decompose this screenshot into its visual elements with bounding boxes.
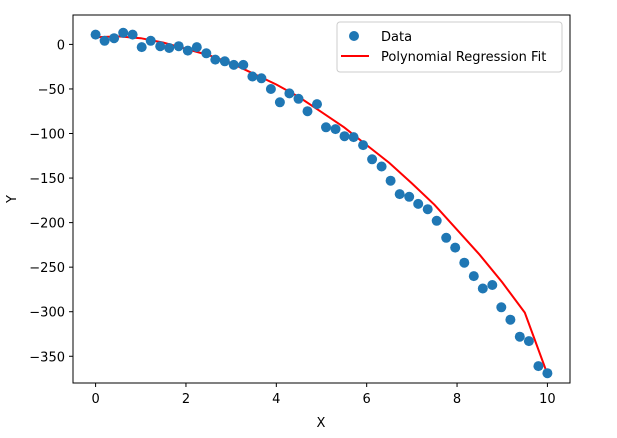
data-point <box>219 56 230 67</box>
plot-frame <box>72 14 571 384</box>
data-point <box>256 73 267 84</box>
y-tick-label: −300 <box>29 306 65 321</box>
y-tick-label: −250 <box>29 261 65 276</box>
data-point <box>394 189 405 200</box>
x-tick-label: 8 <box>453 392 461 407</box>
data-point <box>459 257 470 268</box>
data-point <box>182 45 193 56</box>
data-point <box>265 84 276 94</box>
y-tick-label: −200 <box>29 217 65 232</box>
data-point <box>358 140 369 151</box>
data-point <box>312 99 322 110</box>
legend-marker-data <box>349 31 359 41</box>
data-point <box>284 88 295 99</box>
data-point <box>109 33 120 44</box>
data-point <box>468 271 479 282</box>
x-tick-label: 6 <box>363 392 371 407</box>
legend-box <box>336 21 563 73</box>
x-tick-label: 4 <box>272 392 280 407</box>
data-point <box>339 131 350 142</box>
x-axis-ticks: 0 2 4 6 8 10 <box>91 383 556 407</box>
data-point <box>191 42 202 53</box>
data-point <box>274 97 285 108</box>
data-point <box>422 204 433 215</box>
data-point <box>302 106 313 117</box>
data-point <box>145 35 156 46</box>
data-point <box>431 215 442 226</box>
data-point <box>293 93 304 104</box>
data-point <box>118 27 129 38</box>
data-point <box>247 71 258 82</box>
y-axis-ticks: 0 −50 −100 −150 −200 −250 −300 −350 <box>29 38 73 365</box>
data-point <box>228 59 239 70</box>
data-point <box>238 59 249 70</box>
y-tick-label: −50 <box>38 83 65 98</box>
legend: Data Polynomial Regression Fit <box>336 21 563 73</box>
plot-area <box>73 15 570 383</box>
y-tick-label: −100 <box>29 128 65 143</box>
y-tick-label: 0 <box>57 38 65 53</box>
data-point <box>404 191 415 202</box>
data-point <box>367 154 378 165</box>
data-points-layer <box>90 27 553 379</box>
data-point <box>413 198 424 209</box>
data-point <box>173 41 184 52</box>
data-point <box>210 54 221 65</box>
data-point <box>514 331 525 342</box>
legend-label-fit: Polynomial Regression Fit <box>381 50 546 65</box>
data-point <box>155 41 166 52</box>
data-point <box>99 35 110 46</box>
data-point <box>450 242 461 253</box>
y-tick-label: −350 <box>29 350 65 365</box>
data-point <box>164 43 175 53</box>
data-point <box>201 48 212 59</box>
data-point <box>90 29 101 40</box>
data-point <box>477 283 488 294</box>
data-point <box>441 232 452 243</box>
data-point <box>376 161 387 172</box>
data-point <box>523 336 534 347</box>
data-point <box>505 314 516 325</box>
x-tick-label: 10 <box>539 392 556 407</box>
data-point <box>330 124 341 135</box>
x-axis-label: X <box>317 416 326 431</box>
y-axis-label: Y <box>5 195 20 204</box>
data-point <box>127 29 138 40</box>
legend-label-data: Data <box>381 30 412 45</box>
data-point <box>385 175 396 186</box>
x-tick-label: 0 <box>91 392 99 407</box>
data-point <box>542 368 553 379</box>
data-point <box>496 302 507 313</box>
x-tick-label: 2 <box>182 392 190 407</box>
data-point <box>321 122 331 133</box>
data-point <box>136 42 147 53</box>
data-point <box>487 280 498 290</box>
data-point <box>533 361 544 372</box>
data-point <box>348 132 359 143</box>
y-tick-label: −150 <box>29 172 65 187</box>
